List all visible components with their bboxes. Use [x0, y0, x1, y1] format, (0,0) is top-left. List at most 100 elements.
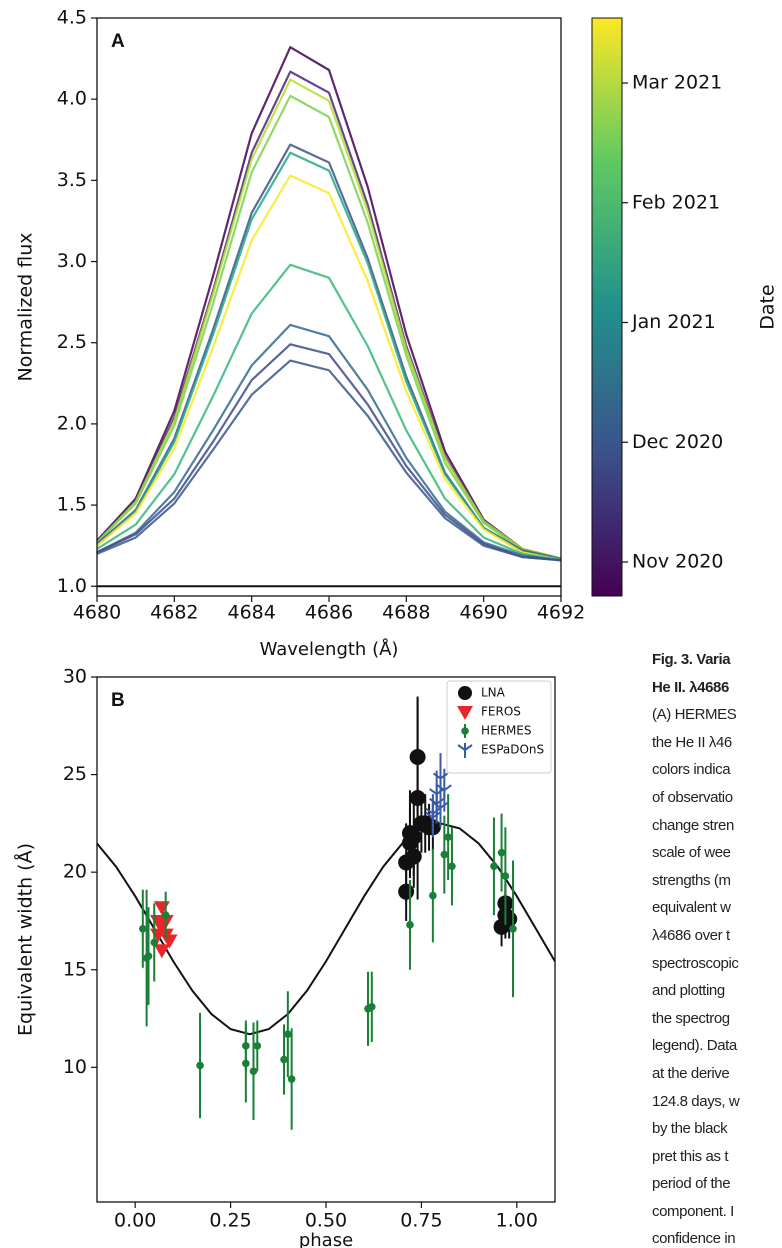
- plot-frame: [96, 17, 562, 597]
- spectrum-line: [96, 359, 562, 562]
- y-axis-label: Normalized flux: [15, 232, 37, 381]
- caption-line: of observatio: [652, 788, 733, 806]
- marker: [457, 744, 473, 758]
- colorbar: [591, 17, 623, 597]
- x-tick-label: 0.75: [400, 1210, 442, 1232]
- marker: [490, 862, 498, 871]
- y-axis-label: Equivalent width (Å): [14, 843, 37, 1036]
- caption-line: strengths (m: [652, 871, 731, 889]
- spectrum-line: [96, 94, 562, 560]
- colorbar-tick-label: Nov 2020: [632, 551, 723, 573]
- marker: [429, 891, 437, 900]
- marker: [139, 924, 147, 933]
- x-tick-label: 4690: [459, 602, 507, 624]
- marker: [253, 1042, 262, 1050]
- marker: [280, 1055, 288, 1064]
- caption-line: the spectrog: [652, 1009, 730, 1027]
- marker: [509, 924, 517, 933]
- marker: [249, 1067, 258, 1076]
- spectrum-line: [96, 343, 562, 562]
- marker: [284, 1030, 292, 1038]
- marker: [425, 811, 441, 826]
- x-tick-label: 4688: [382, 602, 430, 624]
- fit-curve: [96, 822, 556, 1036]
- marker: [242, 1059, 250, 1068]
- marker: [458, 686, 472, 700]
- spectrum-line: [96, 174, 562, 562]
- colorbar-tick-label: Dec 2020: [632, 431, 723, 453]
- caption: Fig. 3. Varia He II. λ4686 (A) HERMES the H…: [652, 646, 782, 1248]
- caption-line: at the derive: [652, 1064, 730, 1082]
- caption-line: the He II λ46: [652, 733, 732, 751]
- spectrum-line: [96, 78, 562, 560]
- caption-line: component. I: [652, 1202, 734, 1220]
- marker: [461, 727, 469, 735]
- y-tick-label: 25: [63, 763, 87, 785]
- plot-frame: [96, 676, 556, 1203]
- spectrum-line: [96, 323, 562, 562]
- y-tick-label: 20: [63, 861, 87, 883]
- y-tick-label: 1.5: [57, 494, 87, 516]
- x-tick-label: 4680: [73, 602, 121, 624]
- caption-line: change stren: [652, 816, 734, 834]
- marker: [501, 872, 510, 880]
- caption-line: λ4686 over t: [652, 926, 730, 944]
- x-tick-label: 0.50: [305, 1210, 347, 1232]
- colorbar-tick-label: Mar 2021: [632, 72, 722, 94]
- panel-label: B: [111, 690, 125, 711]
- panel-label: A: [111, 31, 125, 52]
- caption-line: period of the: [652, 1175, 731, 1193]
- x-tick-label: 4692: [537, 602, 585, 624]
- x-tick-label: 4686: [305, 602, 353, 624]
- y-tick-label: 30: [63, 666, 87, 688]
- legend-label: FEROS: [481, 705, 521, 719]
- x-tick-label: 0.25: [209, 1210, 251, 1232]
- spectrum-line: [96, 143, 562, 560]
- caption-line: spectroscopic: [652, 954, 739, 972]
- caption-line: Fig. 3. Varia: [652, 651, 731, 668]
- legend-label: LNA: [481, 686, 506, 700]
- marker: [444, 833, 452, 841]
- marker: [405, 829, 422, 846]
- caption-line: confidence in: [652, 1230, 736, 1248]
- caption-line: scale of wee: [652, 844, 731, 862]
- spectrum-line: [96, 263, 562, 562]
- y-tick-label: 3.0: [57, 250, 87, 272]
- x-tick-label: 4682: [150, 602, 198, 624]
- x-tick-label: 1.00: [496, 1210, 538, 1232]
- legend-label: ESPaDOnS: [481, 743, 544, 757]
- colorbar-tick-label: Jan 2021: [631, 311, 716, 333]
- marker: [196, 1061, 204, 1070]
- x-tick-label: 0.00: [114, 1210, 156, 1232]
- y-tick-label: 2.5: [57, 331, 87, 353]
- y-tick-label: 3.5: [57, 169, 87, 191]
- y-tick-label: 4.0: [57, 88, 87, 110]
- caption-line: 124.8 days, w: [652, 1092, 740, 1110]
- marker: [409, 749, 426, 766]
- y-tick-label: 15: [63, 958, 87, 980]
- caption-line: equivalent w: [652, 899, 731, 917]
- marker: [448, 862, 456, 871]
- caption-line: colors indica: [652, 761, 731, 779]
- caption-line: and plotting: [652, 982, 725, 1000]
- marker: [436, 784, 452, 799]
- marker: [501, 911, 518, 928]
- marker: [406, 921, 414, 929]
- colorbar-tick-label: Feb 2021: [632, 191, 720, 213]
- y-tick-label: 1.0: [57, 575, 87, 597]
- x-axis-label: phase: [299, 1230, 353, 1248]
- marker: [457, 706, 473, 720]
- caption-line: by the black: [652, 1120, 728, 1138]
- legend-box: [446, 680, 552, 774]
- y-tick-label: 2.0: [57, 412, 87, 434]
- marker: [497, 848, 506, 857]
- caption-line: (A) HERMES: [652, 706, 737, 724]
- caption-line: He II. λ4686: [652, 678, 729, 696]
- marker: [150, 938, 159, 947]
- caption-line: pret this as t: [652, 1147, 729, 1165]
- legend-label: HERMES: [481, 724, 532, 738]
- caption-line: legend). Data: [652, 1037, 737, 1055]
- spectrum-line: [96, 46, 562, 560]
